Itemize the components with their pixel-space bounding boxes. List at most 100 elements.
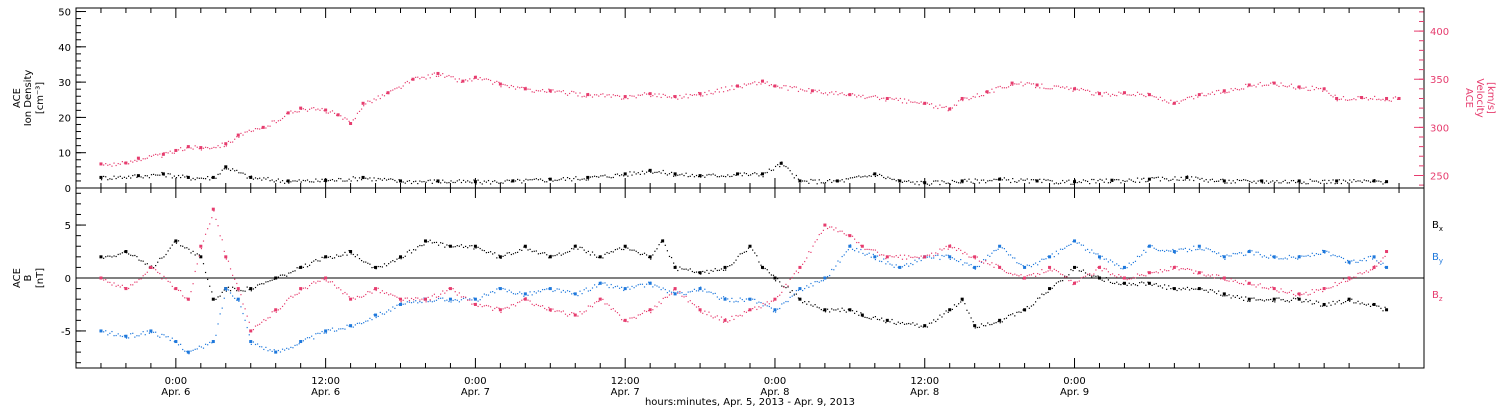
data-point: [386, 91, 390, 95]
data-point: [211, 340, 215, 344]
trace-dot: [402, 299, 404, 301]
trace-dot: [1166, 101, 1168, 103]
trace-dot: [267, 317, 269, 319]
trace-dot: [1026, 305, 1028, 308]
trace-dot: [999, 245, 1001, 248]
trace-dot: [839, 310, 841, 313]
trace-dot: [340, 115, 342, 117]
trace-dot: [1120, 284, 1122, 286]
trace-dot: [1084, 89, 1087, 92]
data-point: [249, 287, 253, 291]
trace-dot: [660, 241, 662, 243]
trace-dot: [506, 306, 508, 309]
trace-dot: [1236, 179, 1238, 181]
trace-dot: [750, 299, 752, 301]
trace-dot: [781, 87, 783, 89]
data-point: [948, 244, 952, 248]
trace-dot: [1178, 269, 1180, 271]
trace-dot: [1380, 263, 1382, 266]
trace-dot: [1020, 274, 1022, 276]
trace-dot: [363, 322, 365, 324]
trace-dot: [737, 86, 739, 88]
trace-dot: [1149, 271, 1151, 274]
trace-dot: [856, 176, 858, 178]
trace-dot: [1278, 258, 1280, 260]
trace-dot: [575, 293, 577, 296]
trace-dot: [1344, 261, 1347, 263]
trace-dot: [152, 173, 155, 175]
trace-dot: [1041, 269, 1043, 271]
trace-dot: [215, 218, 217, 221]
trace-dot: [363, 261, 365, 263]
trace-dot: [812, 245, 814, 247]
trace-dot: [279, 181, 282, 183]
trace-dot: [891, 178, 893, 181]
trace-dot: [1290, 290, 1293, 292]
data-point: [648, 168, 652, 172]
trace-dot: [521, 182, 523, 184]
data-point: [823, 308, 827, 312]
trace-dot: [1257, 83, 1259, 85]
trace-dot: [964, 97, 966, 99]
trace-dot: [1355, 302, 1357, 304]
trace-dot: [169, 339, 171, 342]
trace-dot: [733, 262, 735, 264]
trace-dot: [687, 269, 689, 271]
trace-dot: [1295, 295, 1297, 297]
trace-dot: [1215, 180, 1218, 182]
data-point: [973, 255, 977, 259]
trace-dot: [344, 291, 346, 294]
trace-dot: [1084, 272, 1087, 274]
trace-dot: [621, 174, 623, 176]
trace-dot: [802, 302, 804, 304]
trace-dot: [150, 174, 153, 176]
trace-dot: [593, 302, 596, 304]
trace-dot: [689, 268, 691, 270]
trace-dot: [660, 96, 662, 99]
trace-dot: [269, 125, 271, 127]
trace-dot: [1032, 179, 1035, 181]
data-point: [286, 179, 290, 183]
trace-dot: [300, 340, 302, 342]
trace-dot: [1365, 97, 1367, 99]
trace-dot: [1347, 99, 1349, 101]
density-tick-label: 50: [58, 8, 71, 19]
trace-dot: [670, 291, 673, 293]
trace-dot: [1139, 93, 1141, 95]
trace-dot: [521, 86, 523, 88]
data-point: [748, 297, 752, 301]
trace-dot: [1182, 248, 1184, 250]
trace-dot: [802, 180, 804, 182]
trace-dot: [514, 88, 517, 90]
trace-dot: [165, 278, 167, 280]
trace-dot: [681, 292, 683, 294]
trace-dot: [951, 247, 953, 249]
trace-dot: [958, 260, 960, 263]
trace-dot: [460, 299, 463, 301]
trace-dot: [691, 290, 693, 292]
trace-dot: [1005, 87, 1008, 89]
trace-dot: [660, 172, 662, 174]
data-point: [161, 172, 165, 176]
trace-dot: [558, 179, 560, 181]
trace-dot: [1191, 250, 1193, 252]
top-panel-frame: [75, 7, 1425, 189]
trace-dot: [797, 297, 800, 299]
trace-dot: [211, 177, 213, 179]
trace-dot: [256, 178, 259, 180]
trace-dot: [236, 290, 238, 292]
trace-dot: [878, 98, 881, 101]
trace-dot: [196, 348, 198, 350]
trace-dot: [862, 94, 864, 96]
trace-dot: [317, 108, 319, 110]
trace-dot: [870, 96, 872, 98]
trace-dot: [1332, 96, 1334, 98]
x-tick-time: 0:00: [464, 376, 486, 387]
trace-dot: [119, 253, 121, 255]
trace-dot: [394, 88, 396, 90]
trace-dot: [697, 91, 700, 94]
data-point: [236, 297, 240, 301]
trace-dot: [824, 225, 827, 227]
